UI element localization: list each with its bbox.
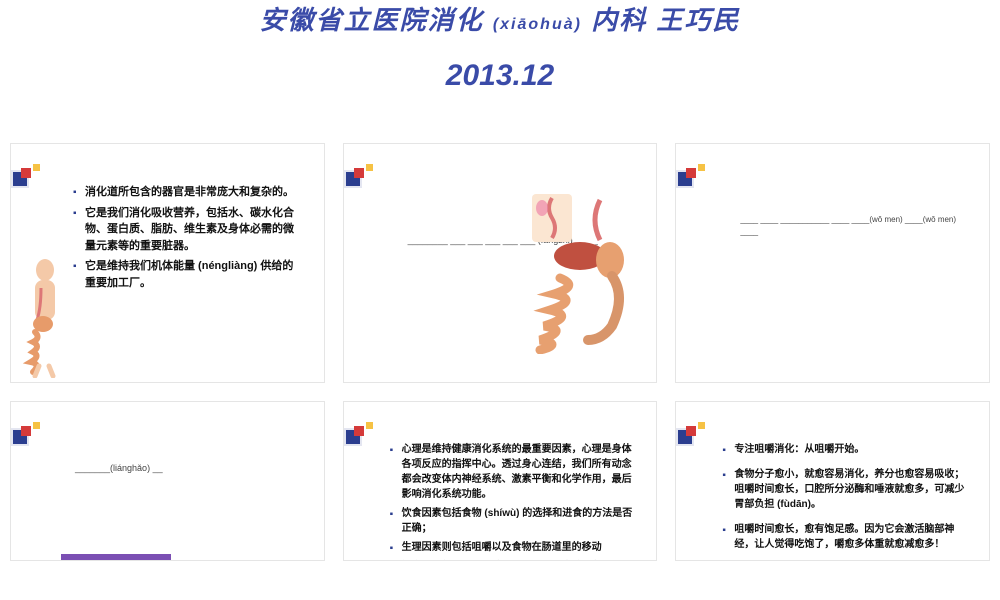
slide-4-label: _______(liánghǎo) __	[75, 462, 306, 476]
slide-3: ____ ____ ___________ ____ ____(wǒ men) …	[675, 143, 990, 383]
list-item: 饮食因素包括食物 (shíwù) 的选择和进食的方法是否正确；	[392, 506, 633, 536]
list-item: 食物分子愈小，就愈容易消化，养分也愈容易吸收；咀嚼时间愈长，口腔所分泌酶和唾液就…	[724, 467, 965, 512]
title-pinyin: (xiāohuà)	[493, 16, 582, 33]
accent-icon	[343, 168, 366, 194]
accent-icon	[10, 168, 33, 194]
accent-icon	[675, 426, 698, 452]
title-line: 安徽省立医院消化 (xiāohuà) 内科 王巧民	[0, 0, 1000, 37]
slide-1-bullets: 消化道所包含的器官是非常庞大和复杂的。 它是我们消化吸收营养，包括水、碳水化合物…	[75, 184, 300, 291]
accent-icon-yellow	[33, 164, 40, 171]
list-item: 生理因素则包括咀嚼以及食物在肠道里的移动	[392, 540, 633, 555]
list-item: 它是维持我们机体能量 (néngliàng) 供给的重要加工厂。	[75, 258, 300, 291]
accent-icon	[343, 426, 366, 452]
accent-icon	[10, 426, 33, 452]
slide-grid: 消化道所包含的器官是非常庞大和复杂的。 它是我们消化吸收营养，包括水、碳水化合物…	[0, 103, 1000, 561]
list-item: 专注咀嚼消化：从咀嚼开始。	[724, 442, 965, 457]
title-prefix: 安徽省立医院消化	[260, 5, 484, 35]
accent-icon-yellow	[698, 422, 705, 429]
purple-underline	[61, 554, 171, 561]
slide-5: 心理是维持健康消化系统的最重要因素，心理是身体各项反应的指挥中心。透过身心连结，…	[343, 401, 658, 561]
accent-icon	[675, 168, 698, 194]
list-item: 咀嚼时间愈长，愈有饱足感。因为它会激活脑部神经，让人觉得吃饱了，嚼愈多体重就愈减…	[724, 522, 965, 552]
human-digestive-icon	[17, 258, 73, 378]
list-item: 社会因素包括生活环境、工作压力、应激或负性事件等。	[392, 559, 633, 561]
digestive-system-icon	[530, 194, 640, 354]
slide-3-label: ____ ____ ___________ ____ ____(wǒ men) …	[740, 214, 971, 238]
slide-4: _______(liánghǎo) __	[10, 401, 325, 561]
accent-icon-yellow	[33, 422, 40, 429]
slide-header: 安徽省立医院消化 (xiāohuà) 内科 王巧民 2013.12	[0, 0, 1000, 103]
slide-6: 专注咀嚼消化：从咀嚼开始。 食物分子愈小，就愈容易消化，养分也愈容易吸收；咀嚼时…	[675, 401, 990, 561]
slide-6-bullets: 专注咀嚼消化：从咀嚼开始。 食物分子愈小，就愈容易消化，养分也愈容易吸收；咀嚼时…	[724, 442, 965, 552]
slide-1: 消化道所包含的器官是非常庞大和复杂的。 它是我们消化吸收营养，包括水、碳水化合物…	[10, 143, 325, 383]
list-item: 消化道所包含的器官是非常庞大和复杂的。	[75, 184, 300, 201]
date: 2013.12	[0, 59, 1000, 93]
list-item: 它是我们消化吸收营养，包括水、碳水化合物、蛋白质、脂肪、维生素及身体必需的微量元…	[75, 205, 300, 255]
title-suffix: 内科 王巧民	[591, 5, 740, 35]
accent-icon-yellow	[698, 164, 705, 171]
accent-icon-yellow	[366, 164, 373, 171]
slide-2: ________ ___ ___ ___ ___ ___ (fángzhǐ) _…	[343, 143, 658, 383]
accent-icon-yellow	[366, 422, 373, 429]
slide-5-bullets: 心理是维持健康消化系统的最重要因素，心理是身体各项反应的指挥中心。透过身心连结，…	[392, 442, 633, 561]
list-item: 心理是维持健康消化系统的最重要因素，心理是身体各项反应的指挥中心。透过身心连结，…	[392, 442, 633, 502]
